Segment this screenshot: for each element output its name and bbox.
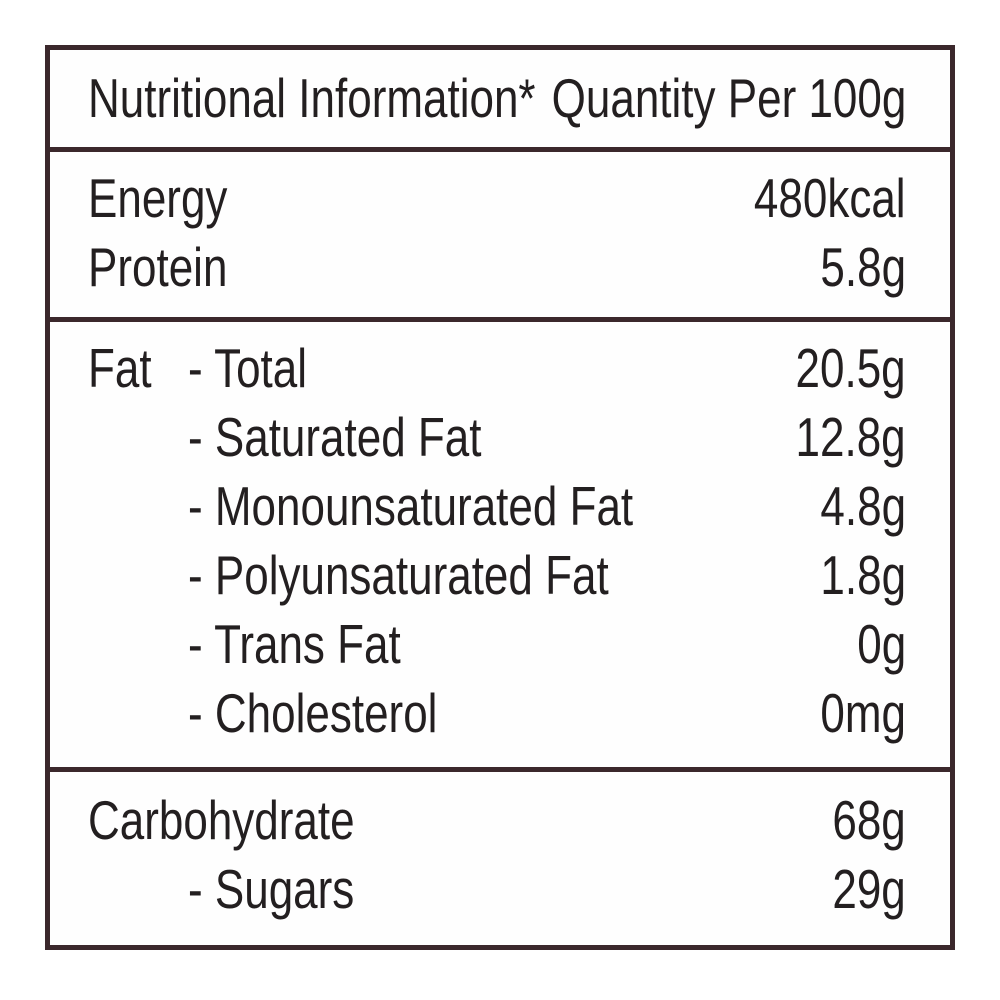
table-row-polyunsaturated-fat: - Polyunsaturated Fat 1.8g xyxy=(50,541,950,610)
row-value: 1.8g xyxy=(820,544,906,606)
section-carbohydrate: Carbohydrate 68g - Sugars 29g xyxy=(50,767,950,945)
table-row-sugars: - Sugars 29g xyxy=(50,855,950,924)
row-value: 5.8g xyxy=(820,236,906,298)
row-label: - Total xyxy=(188,337,308,399)
nutrition-table: Nutritional Information* Quantity Per 10… xyxy=(45,45,955,950)
row-label: Carbohydrate xyxy=(88,789,355,851)
row-label: - Trans Fat xyxy=(188,613,401,675)
table-row-protein: Protein 5.8g xyxy=(50,233,950,302)
row-label: Energy xyxy=(88,167,228,229)
table-row-energy: Energy 480kcal xyxy=(50,164,950,233)
row-label: Protein xyxy=(88,236,228,298)
table-title: Nutritional Information* xyxy=(88,67,536,129)
row-label: - Saturated Fat xyxy=(188,406,482,468)
table-row-saturated-fat: - Saturated Fat 12.8g xyxy=(50,403,950,472)
section-fat: Fat - Total 20.5g - Saturated Fat 12.8g … xyxy=(50,317,950,767)
table-row-trans-fat: - Trans Fat 0g xyxy=(50,610,950,679)
row-label: - Sugars xyxy=(188,858,355,920)
table-row-carbohydrate: Carbohydrate 68g xyxy=(50,786,950,855)
table-row-cholesterol: - Cholesterol 0mg xyxy=(50,679,950,748)
row-label: - Cholesterol xyxy=(188,682,438,744)
row-value: 68g xyxy=(832,789,906,851)
row-value: 480kcal xyxy=(754,167,906,229)
table-row-fat-total: Fat - Total 20.5g xyxy=(50,334,950,403)
row-value: 0g xyxy=(857,613,906,675)
row-group-prefix: Fat xyxy=(88,337,152,399)
row-label: - Polyunsaturated Fat xyxy=(188,544,609,606)
table-row-monounsaturated-fat: - Monounsaturated Fat 4.8g xyxy=(50,472,950,541)
row-value: 20.5g xyxy=(795,337,906,399)
row-value: 0mg xyxy=(820,682,906,744)
row-value: 4.8g xyxy=(820,475,906,537)
row-value: 12.8g xyxy=(795,406,906,468)
row-label: - Monounsaturated Fat xyxy=(188,475,634,537)
row-value: 29g xyxy=(832,858,906,920)
section-energy-protein: Energy 480kcal Protein 5.8g xyxy=(50,147,950,317)
nutrition-table-header: Nutritional Information* Quantity Per 10… xyxy=(50,50,950,147)
quantity-column-header: Quantity Per 100g xyxy=(551,67,906,129)
